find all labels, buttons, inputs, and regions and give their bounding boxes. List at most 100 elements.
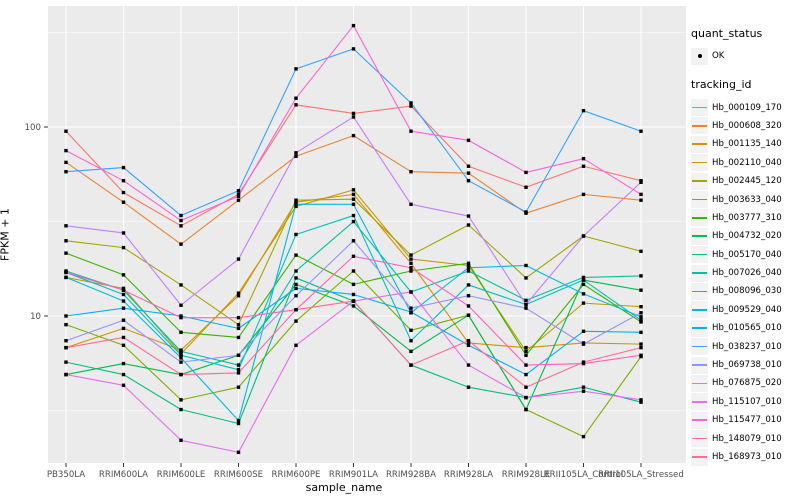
data-point [466,171,471,175]
legend-entry-Hb_001135_140: Hb_001135_140 [691,135,799,153]
data-point [236,363,241,367]
data-point [524,385,528,389]
data-point [121,231,126,235]
data-point [581,385,586,389]
data-point [581,329,586,333]
legend-title-tracking-id: tracking_id [691,78,752,92]
data-point [294,319,298,323]
legend-title-quant-status: quant_status [691,27,763,40]
legend-entry-Hb_168973_010: Hb_168973_010 [691,448,799,466]
data-point [294,343,298,347]
x-axis-tick-label: RRII105LA_Control [544,470,624,480]
legend-label: Hb_002445_120 [712,176,782,187]
ok-point-icon [691,47,708,65]
series-line-swatch [691,117,708,135]
data-point [639,129,643,133]
data-point [409,266,413,270]
legend-group-tracking-id: tracking_id Hb_000109_170 Hb_000608_320 Hb… [691,78,799,466]
data-point [409,257,413,261]
legend-entry-Hb_009529_040: Hb_009529_040 [691,301,799,319]
data-point [639,315,643,319]
x-axis-tick-label: RRIM928LA [444,470,493,480]
data-point [179,283,183,287]
data-point [236,198,241,202]
data-point [121,273,126,277]
legend-label: Hb_010565_010 [712,323,782,334]
data-point [121,383,126,387]
data-point [409,349,413,354]
data-point [64,239,68,243]
data-point [179,213,183,218]
data-point [236,257,241,261]
data-point [581,156,586,161]
data-point [581,164,586,168]
data-point [409,310,413,314]
data-point [466,283,471,287]
data-point [64,372,68,377]
legend-entry-Hb_004732_020: Hb_004732_020 [691,227,799,245]
data-point [179,218,183,223]
data-point [466,266,471,270]
data-point [409,104,413,108]
data-point [121,288,126,292]
legend-label: Hb_008096_030 [712,286,782,297]
data-point [581,275,586,280]
legend-label: Hb_115107_010 [712,396,782,407]
data-point [409,269,413,273]
legend-label: Hb_003777_310 [712,212,782,223]
data-point [64,251,68,255]
data-point [639,318,643,322]
data-point [639,320,643,324]
data-point [236,367,241,372]
legend-entry-Hb_038237_010: Hb_038237_010 [691,337,799,356]
data-point [466,164,471,168]
data-point [294,96,298,100]
data-point [179,315,183,320]
series-line-swatch [691,172,708,190]
data-point [121,190,126,195]
data-point [121,245,126,250]
series-line-swatch [691,227,708,245]
data-point [351,269,356,273]
data-point [64,224,68,228]
data-point [121,343,126,347]
x-axis-tick-label: RRIM928LE [502,470,551,480]
data-point [524,395,528,400]
legend-label: Hb_115477_010 [712,415,782,426]
data-point [294,232,298,237]
data-point [524,353,528,357]
data-point [409,202,413,206]
data-point [236,421,241,426]
series-line-swatch [691,301,708,319]
data-point [639,304,643,309]
data-point [351,115,356,119]
data-point [466,363,471,367]
data-point [466,339,471,343]
data-point [121,326,126,331]
legend-entry-Hb_005170_040: Hb_005170_040 [691,246,799,264]
series-line-swatch [691,356,708,374]
data-point [466,263,471,268]
data-point [351,299,356,303]
data-point [466,214,471,218]
data-point [121,200,126,204]
data-point [581,360,586,364]
data-point [466,294,471,298]
legend-entry-quant-status: OK [691,47,799,65]
series-line-swatch [691,393,708,411]
series-line-swatch [691,246,708,264]
data-point [524,372,528,377]
data-point [351,254,356,258]
data-point [409,101,413,105]
data-point [179,303,183,307]
data-point [351,282,356,287]
data-point [351,111,356,116]
legend-group-quant-status: OK [691,47,799,65]
data-point [639,345,643,350]
data-point [179,398,183,402]
data-point [121,361,126,366]
data-point [524,363,528,367]
y-axis-tick-label: 100 [25,123,41,133]
data-point [581,342,586,346]
data-point [121,372,126,377]
